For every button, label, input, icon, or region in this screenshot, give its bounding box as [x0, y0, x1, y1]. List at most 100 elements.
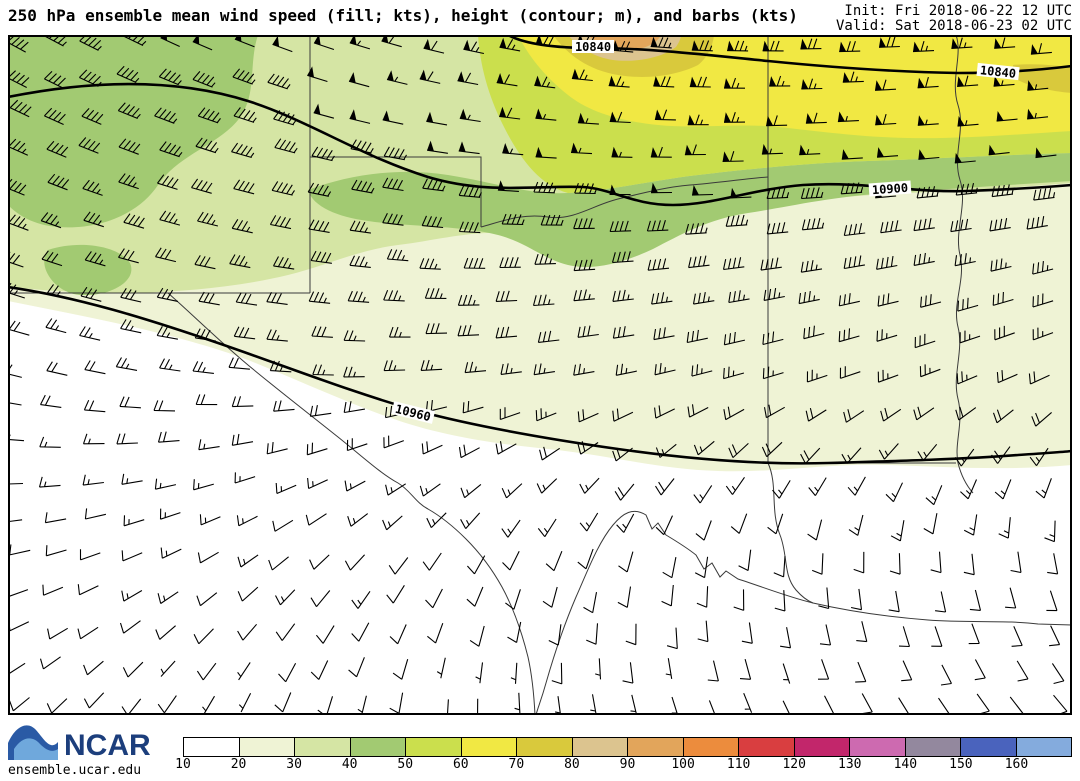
wind-barb — [963, 514, 978, 536]
wind-barb — [121, 550, 143, 562]
wind-barb — [885, 482, 903, 503]
wind-barb — [912, 40, 935, 53]
wind-barb — [930, 551, 942, 574]
wind-barb — [723, 366, 745, 380]
wind-barb — [976, 693, 990, 715]
colorbar-swatch-80 — [572, 738, 628, 756]
valid-time: Valid: Sat 2018-06-23 02 UTC — [835, 18, 1072, 34]
wind-barb — [533, 363, 555, 376]
wind-barb — [622, 662, 634, 684]
wind-barb — [420, 359, 443, 371]
wind-barb — [689, 76, 711, 88]
wind-barb — [312, 364, 334, 376]
wind-barb — [1053, 694, 1068, 715]
wind-barb — [654, 405, 675, 419]
wind-barb — [275, 482, 297, 495]
wind-barb — [800, 38, 822, 50]
wind-barb — [229, 254, 251, 269]
wind-barb — [848, 514, 864, 536]
wind-barb — [733, 589, 745, 611]
wind-barb — [988, 144, 1010, 156]
wind-barb — [427, 140, 448, 154]
wind-barb — [383, 360, 406, 372]
wind-barb — [762, 40, 784, 52]
wind-barb — [191, 178, 213, 194]
svg-text:10840: 10840 — [575, 40, 611, 54]
wind-barb — [347, 513, 369, 527]
wind-barb — [728, 442, 749, 459]
wind-barb — [535, 108, 557, 121]
wind-barb — [774, 590, 786, 612]
wind-barb — [609, 111, 631, 124]
wind-barb — [459, 108, 481, 123]
wind-barb — [193, 628, 214, 645]
wind-barb — [157, 591, 179, 604]
wind-barb — [573, 363, 595, 376]
wind-barb — [957, 75, 979, 88]
colorbar-swatch-120 — [794, 738, 850, 756]
wind-barb — [630, 694, 638, 715]
wind-barb — [1049, 625, 1061, 647]
wind-barb — [274, 138, 298, 154]
wind-barb — [838, 293, 860, 307]
wind-barb — [349, 35, 371, 50]
wind-barb — [421, 441, 443, 455]
wind-barb — [666, 627, 678, 650]
wind-barb — [963, 553, 975, 576]
wind-barb — [154, 107, 178, 124]
wind-barb — [542, 586, 558, 608]
wind-barb — [577, 325, 599, 338]
wind-barb — [121, 473, 143, 485]
wind-barb — [8, 434, 25, 442]
wind-barb — [269, 215, 292, 230]
wind-barb — [155, 625, 176, 640]
coastline-east — [812, 602, 1072, 626]
wind-barb — [84, 360, 106, 375]
contour-label-10900: 10900 — [868, 180, 912, 197]
wind-barb — [684, 144, 706, 156]
wind-barb — [853, 551, 865, 574]
wind-barb — [539, 446, 561, 461]
wind-barb — [155, 247, 177, 263]
wind-barb — [817, 659, 830, 680]
wind-barb — [955, 406, 977, 421]
wind-barb — [992, 291, 1014, 306]
wind-barb — [8, 251, 24, 268]
wind-barb — [419, 258, 441, 270]
wind-barb — [989, 218, 1011, 232]
wind-barb — [534, 75, 556, 89]
colorbar-tick: 140 — [893, 757, 918, 772]
border-red-river — [480, 176, 769, 228]
colorbar-tick: 150 — [949, 757, 973, 772]
wind-barb — [458, 141, 480, 155]
wind-barb — [154, 478, 177, 490]
wind-barb — [349, 255, 371, 268]
wind-barb — [913, 252, 935, 266]
wind-barb — [950, 218, 972, 233]
colorbar-tick: 160 — [1004, 757, 1029, 772]
wind-barb — [686, 329, 708, 344]
wind-barb — [766, 222, 789, 235]
wind-barb — [8, 478, 24, 485]
wind-barb — [573, 289, 595, 302]
wind-barb — [761, 441, 783, 458]
wind-barb — [469, 625, 485, 647]
wind-barb — [351, 179, 375, 194]
wind-barb — [121, 590, 143, 602]
wind-barb — [697, 620, 709, 643]
wind-barb — [951, 37, 973, 49]
fill-40-50-band — [308, 153, 1072, 268]
wind-barb — [502, 550, 520, 571]
wind-barb — [45, 545, 67, 557]
wind-barb — [119, 620, 141, 634]
wind-barb — [1029, 447, 1049, 467]
wind-barb — [612, 326, 635, 339]
wind-barb — [120, 319, 142, 334]
wind-barb — [44, 107, 66, 126]
wind-barb — [42, 584, 64, 596]
wind-barb — [577, 548, 594, 570]
wind-barb — [271, 181, 295, 196]
wind-barb — [780, 627, 792, 649]
wind-barb — [880, 220, 902, 234]
